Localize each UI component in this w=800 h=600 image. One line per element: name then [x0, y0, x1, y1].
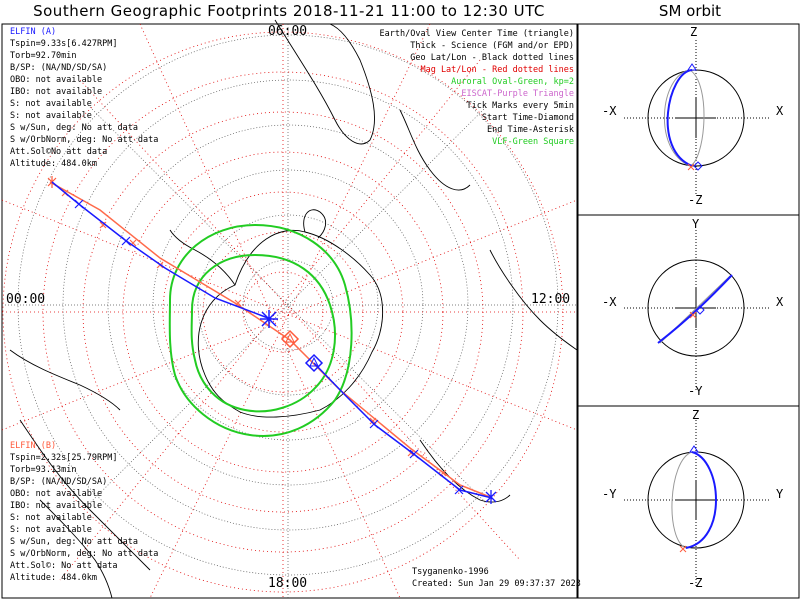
footer: Tsyganenko-1996 Created: Sun Jan 29 09:3… [412, 566, 581, 590]
sm1-bottom: -Z [688, 193, 703, 207]
sm2-left: -X [602, 295, 617, 309]
footer-created: Created: Sun Jan 29 09:37:37 2023 [412, 579, 581, 589]
elfin-b-info-line: S w/OrbNorm, deg: No att data [10, 549, 159, 559]
sm2-bottom: -Y [688, 384, 703, 398]
elfin-a-info-line: Altitude: 484.0km [10, 159, 97, 169]
elfin-a-view-asterisk [260, 310, 278, 328]
sm3-right: Y [776, 487, 784, 501]
time-label-top: 06:00 [268, 24, 308, 39]
sm-frame [577, 23, 800, 599]
elfin-b-info-line: Att.Sol©: No att data [10, 561, 118, 571]
legend-item: Tick Marks every 5min [466, 101, 574, 111]
auroral-oval-outer [168, 223, 353, 437]
legend-item: Auroral Oval-Green, kp=2 [451, 77, 574, 87]
elfin-a-info-line: OBO: not available [10, 75, 103, 85]
elfin-b-info-line: Altitude: 484.0km [10, 573, 97, 583]
elfin-b-info-line: S w/Sun, deg: No att data [10, 537, 138, 547]
footer-model: Tsyganenko-1996 [412, 567, 489, 577]
elfin-b-info: ELFIN (B) Tspin=2.32s[25.79RPM] Torb=93.1… [10, 440, 158, 584]
sm1-left: -X [602, 104, 617, 118]
elfin-b-info-line: S: not available [10, 513, 92, 523]
sm-xz-diamond [693, 161, 703, 171]
sm-orbit-title: SM orbit [658, 2, 722, 20]
elfin-b-info-line: Torb=93.13min [10, 465, 77, 475]
elfin-b-name: ELFIN (B) [10, 441, 57, 451]
sm2-top: Y [692, 217, 700, 231]
sm3-left: -Y [602, 487, 617, 501]
coastlines [9, 19, 578, 599]
legend-item: Geo Lat/Lon - Black dotted lines [410, 53, 574, 63]
elfin-b-info-line: IBO: not available [10, 501, 103, 511]
sm-xy-asterisk [689, 311, 697, 319]
time-label-left: 00:00 [6, 292, 46, 307]
elfin-b-start-diamond [280, 329, 300, 349]
sm-panel-xz [624, 40, 770, 196]
elfin-b-view-triangle [285, 332, 295, 343]
legend-item: Thick - Science (FGM and/or EPD) [410, 41, 574, 51]
sm3-bottom: -Z [688, 576, 703, 590]
elfin-a-info-line: S w/Sun, deg: No att data [10, 123, 138, 133]
legend-item: End Time-Asterisk [487, 125, 574, 135]
elfin-b-info-line: S: not available [10, 525, 92, 535]
time-label-bottom: 18:00 [268, 576, 308, 591]
elfin-a-view-triangle [309, 356, 319, 367]
sm1-right: X [776, 104, 784, 118]
sm2-right: X [776, 295, 784, 309]
sm-panel-xy [624, 230, 770, 392]
elfin-a-info: ELFIN (A) Tspin=9.33s[6.427RPM] Torb=92.7… [10, 26, 158, 170]
sm3-top: Z [692, 408, 700, 422]
elfin-a-info-line: IBO: not available [10, 87, 103, 97]
elfin-a-info-line: S w/OrbNorm, deg: No att data [10, 135, 159, 145]
map-frame [1, 23, 578, 599]
sm-xy-diamond [695, 305, 705, 315]
elfin-a-info-line: S: not available [10, 111, 92, 121]
sm-yz-triangle [689, 445, 699, 453]
elfin-a-info-line: Tspin=9.33s[6.427RPM] [10, 39, 118, 49]
elfin-a-end-asterisk [485, 490, 497, 504]
sm-panel-yz [624, 420, 770, 588]
elfin-a-track [51, 181, 497, 504]
elfin-a-start-diamond [304, 353, 324, 373]
mag-grid [1, 23, 578, 599]
elfin-a-info-line: Torb=92.70min [10, 51, 77, 61]
elfin-a-track-line-2 [313, 362, 493, 499]
legend: Earth/Oval View Center Time (triangle) Th… [380, 28, 574, 148]
elfin-a-info-line: Att.Sol©No att data [10, 147, 108, 157]
geo-grid [2, 24, 577, 598]
elfin-a-info-line: S: not available [10, 99, 92, 109]
sm-xz-asterisk [687, 163, 695, 171]
elfin-b-info-line: Tspin=2.32s[25.79RPM] [10, 453, 118, 463]
elfin-b-info-line: B/SP: (NA/ND/SD/SA) [10, 477, 108, 487]
sm1-top: Z [690, 25, 698, 39]
time-label-right: 12:00 [531, 292, 571, 307]
plot-title: Southern Geographic Footprints 2018-11-2… [33, 2, 545, 20]
sm-yz-asterisk [679, 545, 687, 553]
elfin-a-name: ELFIN (A) [10, 27, 57, 37]
legend-item: VLF-Green Square [492, 137, 574, 147]
legend-item: Earth/Oval View Center Time (triangle) [379, 29, 574, 39]
legend-item: Mag Lat/Lon - Red dotted lines [420, 65, 574, 75]
elfin-a-ticks [74, 199, 464, 495]
elfin-a-info-line: B/SP: (NA/ND/SD/SA) [10, 63, 108, 73]
elfin-b-info-line: OBO: not available [10, 489, 103, 499]
legend-item: EISCAT-Purple Triangle [461, 89, 574, 99]
sm-xz-triangle [687, 63, 697, 71]
legend-item: Start Time-Diamond [481, 113, 574, 123]
